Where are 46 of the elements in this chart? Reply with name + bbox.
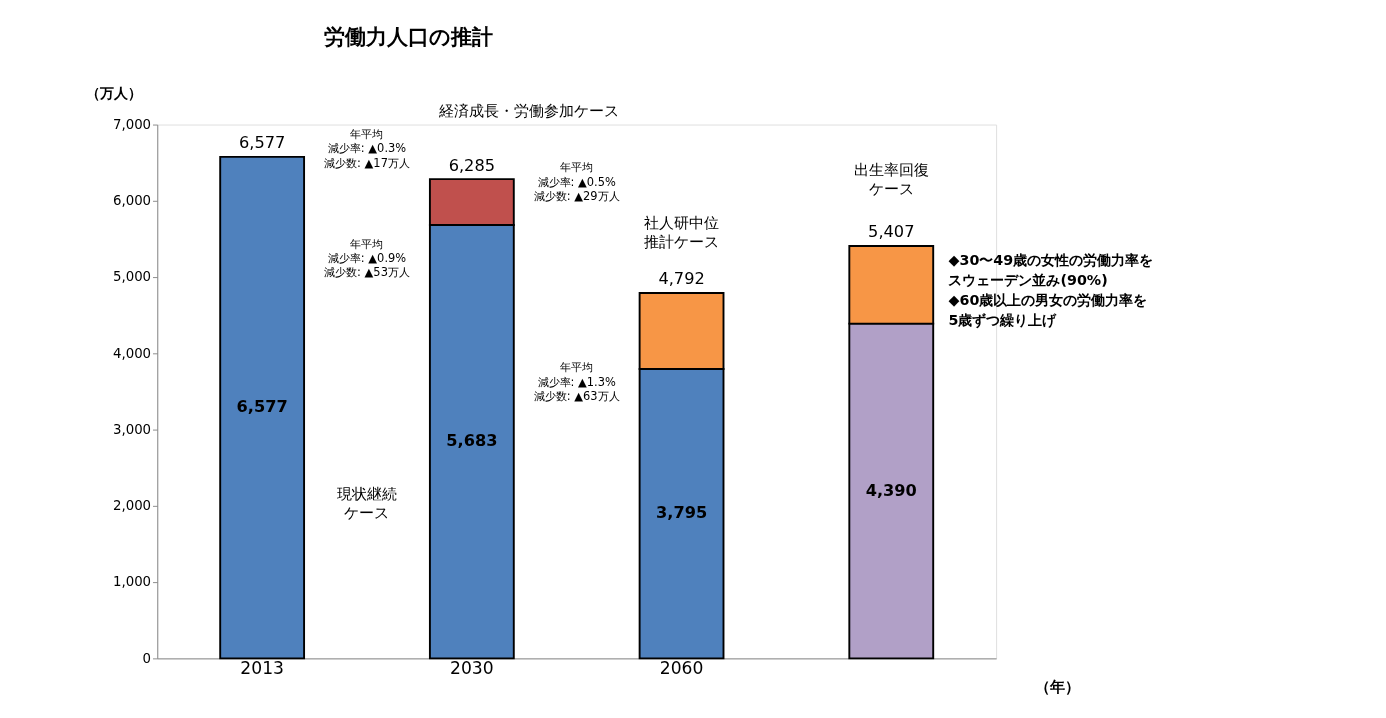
annotation: 5歳ずつ繰り上げ — [948, 311, 1058, 329]
chart-title: 労働力人口の推計 — [324, 24, 494, 49]
y-tick-label: 2,000 — [112, 498, 152, 514]
data-label: 5,683 — [446, 431, 498, 451]
data-label: 6,577 — [236, 397, 288, 417]
data-label: 3,795 — [655, 503, 708, 523]
total-label: 4,792 — [658, 269, 705, 289]
annotation: 減少数: ▲29万人 — [533, 188, 620, 203]
annotation: ◆30〜49歳の女性の労働力率を — [948, 251, 1154, 268]
data-label: 4,390 — [865, 480, 917, 500]
y-tick-label: 4,000 — [112, 345, 152, 361]
annotation: 減少率: ▲0.5% — [537, 174, 616, 189]
annotation: 減少数: ▲63万人 — [533, 389, 620, 404]
annotation: 社人研中位 — [644, 213, 720, 232]
x-tick-label: 2030 — [450, 658, 494, 679]
annotation: ケース — [868, 180, 914, 199]
annotation: 年平均 — [560, 160, 594, 175]
y-tick-label: 6,000 — [112, 193, 152, 209]
annotation: 年平均 — [560, 360, 594, 375]
bar — [219, 155, 306, 660]
y-axis-title: （万人） — [86, 85, 143, 102]
total-label: 6,577 — [238, 133, 286, 153]
annotation: 減少数: ▲53万人 — [324, 265, 410, 280]
y-tick-label: 7,000 — [112, 116, 152, 132]
annotation: 推計ケース — [644, 232, 720, 251]
annotation: 減少率: ▲0.3% — [327, 141, 407, 156]
annotation: 年平均 — [350, 236, 384, 251]
y-tick-label: 1,000 — [112, 574, 152, 590]
total-label: 5,407 — [868, 222, 915, 242]
total-label: 6,285 — [448, 155, 496, 175]
x-tick-label: 2013 — [240, 658, 284, 679]
annotation: ◆60歳以上の男女の労働力率を — [948, 291, 1148, 308]
y-tick-label: 0 — [142, 650, 152, 666]
text: 経済成長・労働参加ケース — [438, 102, 620, 120]
annotation: ケース — [344, 504, 390, 523]
annotation: 出生率回復 — [853, 161, 929, 180]
annotation: 年平均 — [350, 126, 384, 141]
x-tick-label: 2060 — [659, 658, 704, 679]
y-tick-label: 3,000 — [112, 421, 152, 437]
y-tick-label: 5,000 — [112, 269, 152, 285]
annotation: 減少率: ▲1.3% — [537, 374, 616, 389]
annotation: 現状継続 — [336, 485, 397, 504]
annotation: 減少数: ▲17万人 — [324, 155, 410, 170]
x-axis-title: （年） — [1034, 678, 1080, 697]
annotation: 減少率: ▲0.9% — [327, 250, 407, 265]
annotation: スウェーデン並み(90%) — [948, 271, 1108, 288]
